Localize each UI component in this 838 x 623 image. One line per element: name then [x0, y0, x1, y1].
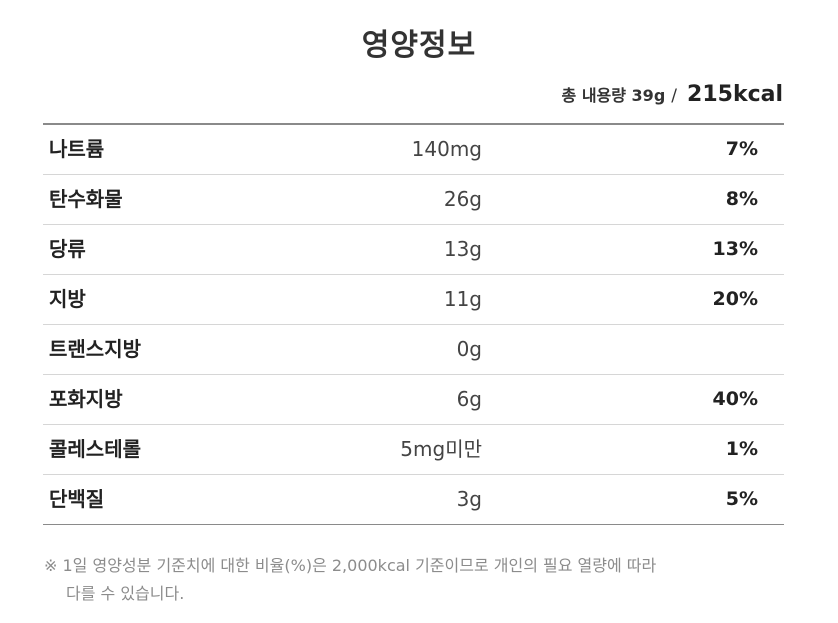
daily-value-footnote: ※ 1일 영양성분 기준치에 대한 비율(%)은 2,000kcal 기준이므로…: [44, 552, 789, 608]
nutrient-amount: 6g: [456, 387, 482, 411]
nutrient-percent: 5%: [725, 488, 758, 510]
nutrient-amount: 0g: [456, 337, 482, 361]
nutrient-percent: 1%: [725, 438, 758, 460]
summary-separator: /: [671, 86, 678, 106]
nutrient-name: 지방: [49, 287, 86, 311]
serving-summary: 총 내용량 39g / 215kcal: [562, 82, 783, 107]
nutrient-name: 콜레스테롤: [49, 437, 141, 461]
footnote-line: ※ 1일 영양성분 기준치에 대한 비율(%)은 2,000kcal 기준이므로…: [44, 556, 657, 575]
table-row: 트랜스지방 0g: [43, 325, 784, 375]
nutrient-percent: 7%: [725, 138, 758, 160]
table-row: 지방 11g 20%: [43, 275, 784, 325]
nutrient-percent: 8%: [725, 188, 758, 210]
table-row: 나트륨 140mg 7%: [43, 125, 784, 175]
nutrient-amount: 140mg: [411, 137, 482, 161]
total-calories: 215kcal: [687, 82, 783, 107]
nutrition-table: 나트륨 140mg 7% 탄수화물 26g 8% 당류 13g 13% 지방 1…: [43, 123, 784, 525]
nutrient-amount: 5mg미만: [400, 437, 482, 461]
table-row: 당류 13g 13%: [43, 225, 784, 275]
nutrient-name: 포화지방: [49, 387, 123, 411]
nutrient-amount: 26g: [443, 187, 482, 211]
nutrient-name: 단백질: [49, 487, 105, 511]
nutrient-amount: 11g: [443, 287, 482, 311]
nutrient-name: 당류: [49, 237, 86, 261]
nutrient-amount: 3g: [456, 487, 482, 511]
nutrient-amount: 13g: [443, 237, 482, 261]
table-row: 탄수화물 26g 8%: [43, 175, 784, 225]
table-row: 콜레스테롤 5mg미만 1%: [43, 425, 784, 475]
nutrient-percent: 20%: [712, 288, 758, 310]
nutrient-name: 트랜스지방: [49, 337, 141, 361]
nutrient-name: 탄수화물: [49, 187, 123, 211]
nutrient-name: 나트륨: [49, 137, 105, 161]
nutrient-percent: 13%: [712, 238, 758, 260]
page-title: 영양정보: [361, 28, 477, 63]
table-row: 포화지방 6g 40%: [43, 375, 784, 425]
serving-size: 총 내용량 39g: [561, 86, 666, 105]
table-row: 단백질 3g 5%: [43, 475, 784, 525]
nutrient-percent: 40%: [712, 388, 758, 410]
footnote-line: 다를 수 있습니다.: [66, 584, 185, 603]
